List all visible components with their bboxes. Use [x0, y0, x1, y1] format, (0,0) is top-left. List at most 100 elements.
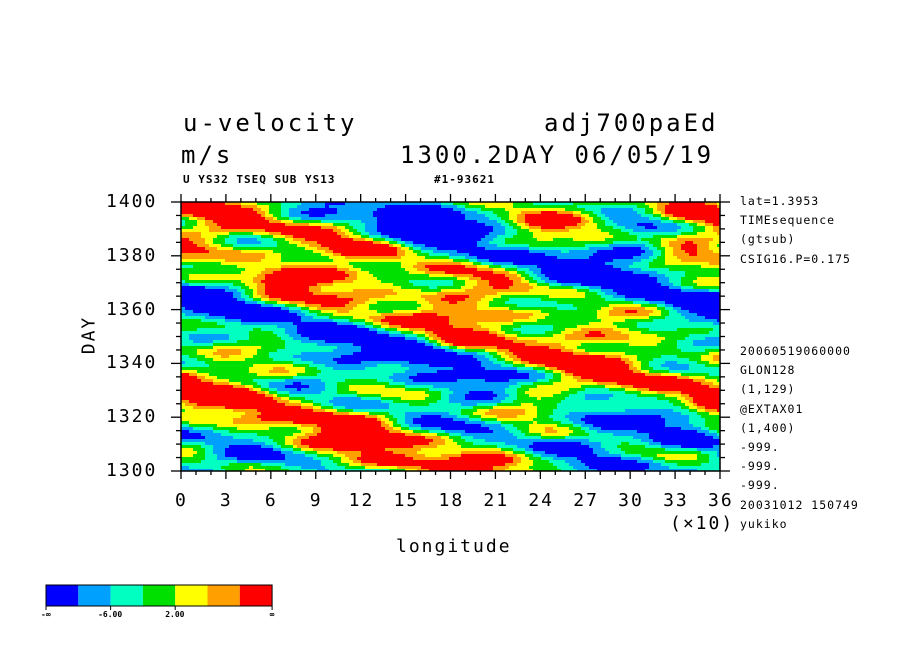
heatmap-cell	[657, 304, 662, 308]
heatmap-cell	[537, 220, 542, 224]
heatmap-cell	[649, 298, 654, 302]
heatmap-cell	[213, 220, 218, 224]
heatmap-cell	[413, 214, 418, 218]
heatmap-cell	[665, 268, 670, 272]
heatmap-cell	[573, 229, 578, 233]
heatmap-cell	[465, 211, 470, 215]
heatmap-cell	[345, 238, 350, 242]
heatmap-cell	[413, 205, 418, 209]
heatmap-cell	[373, 241, 378, 245]
heatmap-cell	[353, 307, 358, 311]
heatmap-cell	[645, 244, 650, 248]
heatmap-cell	[325, 208, 330, 212]
heatmap-cell	[337, 274, 342, 278]
heatmap-cell	[545, 283, 550, 287]
heatmap-cell	[373, 217, 378, 221]
heatmap-cell	[497, 295, 502, 299]
heatmap-cell	[605, 205, 610, 209]
heatmap-cell	[581, 274, 586, 278]
heatmap-cell	[349, 253, 354, 257]
heatmap-cell	[621, 298, 626, 302]
heatmap-cell	[297, 217, 302, 221]
heatmap-cell	[537, 247, 542, 251]
heatmap-cell	[385, 235, 390, 239]
heatmap-cell	[461, 229, 466, 233]
heatmap-cell	[701, 310, 706, 314]
heatmap-cell	[357, 214, 362, 218]
heatmap-cell	[265, 220, 270, 224]
heatmap-cell	[333, 280, 338, 284]
heatmap-cell	[529, 295, 534, 299]
heatmap-cell	[221, 223, 226, 227]
heatmap-cell	[365, 262, 370, 266]
heatmap-cell	[497, 205, 502, 209]
heatmap-cell	[369, 208, 374, 212]
heatmap-cell	[493, 211, 498, 215]
heatmap-cell	[669, 274, 674, 278]
heatmap-cell	[505, 202, 510, 206]
heatmap-cell	[589, 244, 594, 248]
heatmap-cell	[633, 307, 638, 311]
heatmap-cell	[245, 241, 250, 245]
heatmap-cell	[189, 253, 194, 257]
heatmap-cell	[313, 283, 318, 287]
heatmap-cell	[657, 277, 662, 281]
heatmap-cell	[249, 259, 254, 263]
heatmap-cell	[561, 247, 566, 251]
heatmap-cell	[193, 274, 198, 278]
heatmap-cell	[533, 268, 538, 272]
heatmap-cell	[337, 238, 342, 242]
heatmap-cell	[373, 244, 378, 248]
heatmap-cell	[557, 271, 562, 275]
heatmap-cell	[329, 241, 334, 245]
heatmap-cell	[685, 262, 690, 266]
heatmap-cell	[437, 283, 442, 287]
heatmap-cell	[513, 202, 518, 206]
heatmap-cell	[313, 277, 318, 281]
heatmap-cell	[317, 211, 322, 215]
heatmap-cell	[517, 268, 522, 272]
heatmap-cell	[309, 307, 314, 311]
heatmap-cell	[497, 277, 502, 281]
heatmap-cell	[657, 208, 662, 212]
heatmap-cell	[181, 313, 186, 317]
heatmap-cell	[321, 310, 326, 314]
heatmap-cell	[441, 229, 446, 233]
heatmap-cell	[369, 271, 374, 275]
heatmap-cell	[353, 298, 358, 302]
heatmap-cell	[593, 214, 598, 218]
heatmap-cell	[293, 205, 298, 209]
heatmap-cell	[337, 247, 342, 251]
heatmap-cell	[185, 268, 190, 272]
heatmap-cell	[193, 235, 198, 239]
heatmap-cell	[285, 208, 290, 212]
heatmap-cell	[313, 289, 318, 293]
heatmap-cell	[705, 295, 710, 299]
heatmap-cell	[529, 301, 534, 305]
heatmap-cell	[201, 202, 206, 206]
heatmap-cell	[537, 298, 542, 302]
heatmap-cell	[305, 304, 310, 308]
heatmap-cell	[289, 289, 294, 293]
heatmap-cell	[337, 310, 342, 314]
heatmap-cell	[377, 256, 382, 260]
heatmap-cell	[601, 214, 606, 218]
heatmap-cell	[425, 259, 430, 263]
heatmap-cell	[489, 283, 494, 287]
heatmap-cell	[593, 223, 598, 227]
heatmap-cell	[645, 295, 650, 299]
heatmap-cell	[637, 220, 642, 224]
heatmap-cell	[477, 277, 482, 281]
heatmap-cell	[689, 229, 694, 233]
heatmap-cell	[313, 214, 318, 218]
heatmap-cell	[321, 259, 326, 263]
heatmap-cell	[309, 292, 314, 296]
heatmap-cell	[253, 247, 258, 251]
heatmap-cell	[521, 277, 526, 281]
heatmap-cell	[357, 256, 362, 260]
heatmap-cell	[541, 283, 546, 287]
heatmap-cell	[465, 202, 470, 206]
heatmap-cell	[585, 208, 590, 212]
heatmap-cell	[401, 238, 406, 242]
heatmap-cell	[441, 259, 446, 263]
